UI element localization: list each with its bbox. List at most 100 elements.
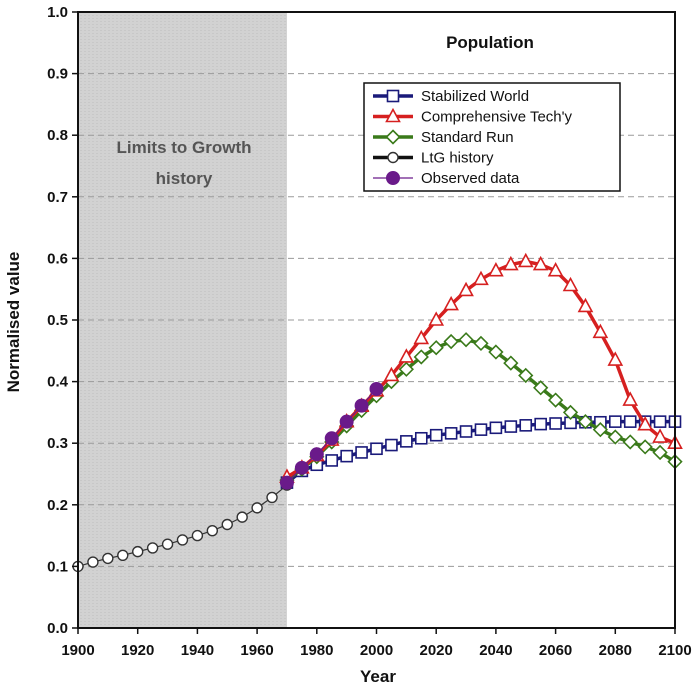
data-point xyxy=(577,414,594,430)
y-tick-label: 0.5 xyxy=(47,312,68,329)
data-point xyxy=(251,502,263,514)
data-point xyxy=(370,442,383,456)
data-point xyxy=(161,538,174,550)
data-point xyxy=(592,422,609,438)
legend-label: Observed data xyxy=(421,170,520,187)
data-point xyxy=(309,447,324,462)
x-axis-title: Year xyxy=(360,667,396,686)
legend-item-comprehensive-tech-y: Comprehensive Tech'y xyxy=(373,107,572,126)
data-point xyxy=(294,460,309,475)
x-tick-label: 2080 xyxy=(599,642,632,659)
legend-label: Stabilized World xyxy=(421,88,529,105)
data-point xyxy=(444,427,458,440)
data-point xyxy=(652,428,668,443)
data-point xyxy=(637,416,653,431)
series-line xyxy=(286,259,676,479)
data-point xyxy=(414,431,428,445)
axis-ticks xyxy=(72,11,676,634)
series-comprehensive-tech-y xyxy=(279,252,683,483)
y-tick-label: 0.2 xyxy=(47,497,68,514)
data-point xyxy=(87,556,99,568)
data-point xyxy=(562,404,579,421)
data-point xyxy=(398,348,415,363)
data-point xyxy=(547,262,564,277)
y-tick-labels: 0.0 0.1 0.2 0.3 0.4 0.5 0.6 0.7 0.8 0.9 1.0 xyxy=(47,4,69,637)
data-point xyxy=(191,529,204,542)
data-point xyxy=(607,351,624,366)
data-point xyxy=(549,417,562,430)
y-tick-label: 0.8 xyxy=(47,127,68,144)
x-tick-label: 2000 xyxy=(360,642,393,659)
legend-swatch-marker xyxy=(387,151,399,164)
data-point xyxy=(429,428,443,442)
data-point xyxy=(117,549,129,562)
data-point xyxy=(400,435,413,448)
y-tick-label: 0.0 xyxy=(47,620,68,637)
x-tick-label: 1980 xyxy=(300,642,333,659)
legend-swatch-marker xyxy=(386,171,400,185)
legend-label: LtG history xyxy=(421,150,494,167)
legend-item-standard-run: Standard Run xyxy=(373,129,514,146)
chart-title: Population xyxy=(446,33,534,52)
data-point xyxy=(518,367,534,384)
data-point xyxy=(608,415,622,428)
data-point xyxy=(533,380,549,396)
legend-item-observed-data: Observed data xyxy=(373,170,520,187)
legend-item-ltg-history: LtG history xyxy=(373,150,494,167)
series-ltg-history xyxy=(72,479,293,573)
data-point xyxy=(355,446,368,459)
data-point xyxy=(592,323,609,339)
series-layer xyxy=(72,252,683,573)
data-point xyxy=(652,444,668,461)
data-point xyxy=(385,438,398,452)
data-point xyxy=(266,491,278,504)
data-point xyxy=(637,439,653,455)
data-point xyxy=(279,475,294,490)
y-tick-label: 0.7 xyxy=(47,189,68,206)
data-point xyxy=(354,398,369,413)
history-shade-texture xyxy=(80,12,286,628)
data-point xyxy=(547,392,564,408)
series-observed-data xyxy=(279,381,384,490)
legend-label: Comprehensive Tech'y xyxy=(421,109,572,126)
data-point xyxy=(488,262,504,277)
data-point xyxy=(504,420,518,433)
y-tick-label: 0.1 xyxy=(47,558,68,575)
data-point xyxy=(428,340,444,356)
data-point xyxy=(443,295,459,311)
data-point xyxy=(459,425,473,438)
data-point xyxy=(131,545,144,558)
data-point xyxy=(413,329,430,345)
data-point xyxy=(473,335,489,352)
x-tick-label: 1940 xyxy=(181,642,214,659)
data-point xyxy=(325,454,339,467)
x-tick-label: 2040 xyxy=(479,642,512,659)
data-point xyxy=(206,524,219,537)
data-point xyxy=(532,255,549,271)
data-point xyxy=(474,423,488,436)
x-tick-label: 1920 xyxy=(121,642,154,659)
x-tick-label: 1900 xyxy=(61,642,94,659)
data-point xyxy=(519,419,533,432)
data-point xyxy=(146,542,159,554)
data-point xyxy=(503,355,519,371)
legend-swatch-marker xyxy=(385,129,401,145)
series-standard-run xyxy=(279,332,683,488)
legend-swatch-marker xyxy=(386,89,400,103)
legend-item-stabilized-world: Stabilized World xyxy=(373,88,529,105)
data-point xyxy=(339,414,354,429)
data-point xyxy=(236,511,248,523)
data-point xyxy=(340,449,353,463)
data-point xyxy=(517,252,534,268)
data-point xyxy=(502,255,519,271)
history-label-line2: history xyxy=(156,169,213,188)
y-tick-label: 0.3 xyxy=(47,435,68,452)
data-point xyxy=(607,429,623,445)
data-point xyxy=(458,332,474,348)
y-tick-label: 0.4 xyxy=(47,374,69,391)
x-tick-labels: 1900 1920 1940 1960 1980 2000 2020 2040 2060 2080… xyxy=(61,642,691,659)
data-point xyxy=(488,344,504,360)
x-tick-label: 2060 xyxy=(539,642,572,659)
data-point xyxy=(413,349,429,365)
